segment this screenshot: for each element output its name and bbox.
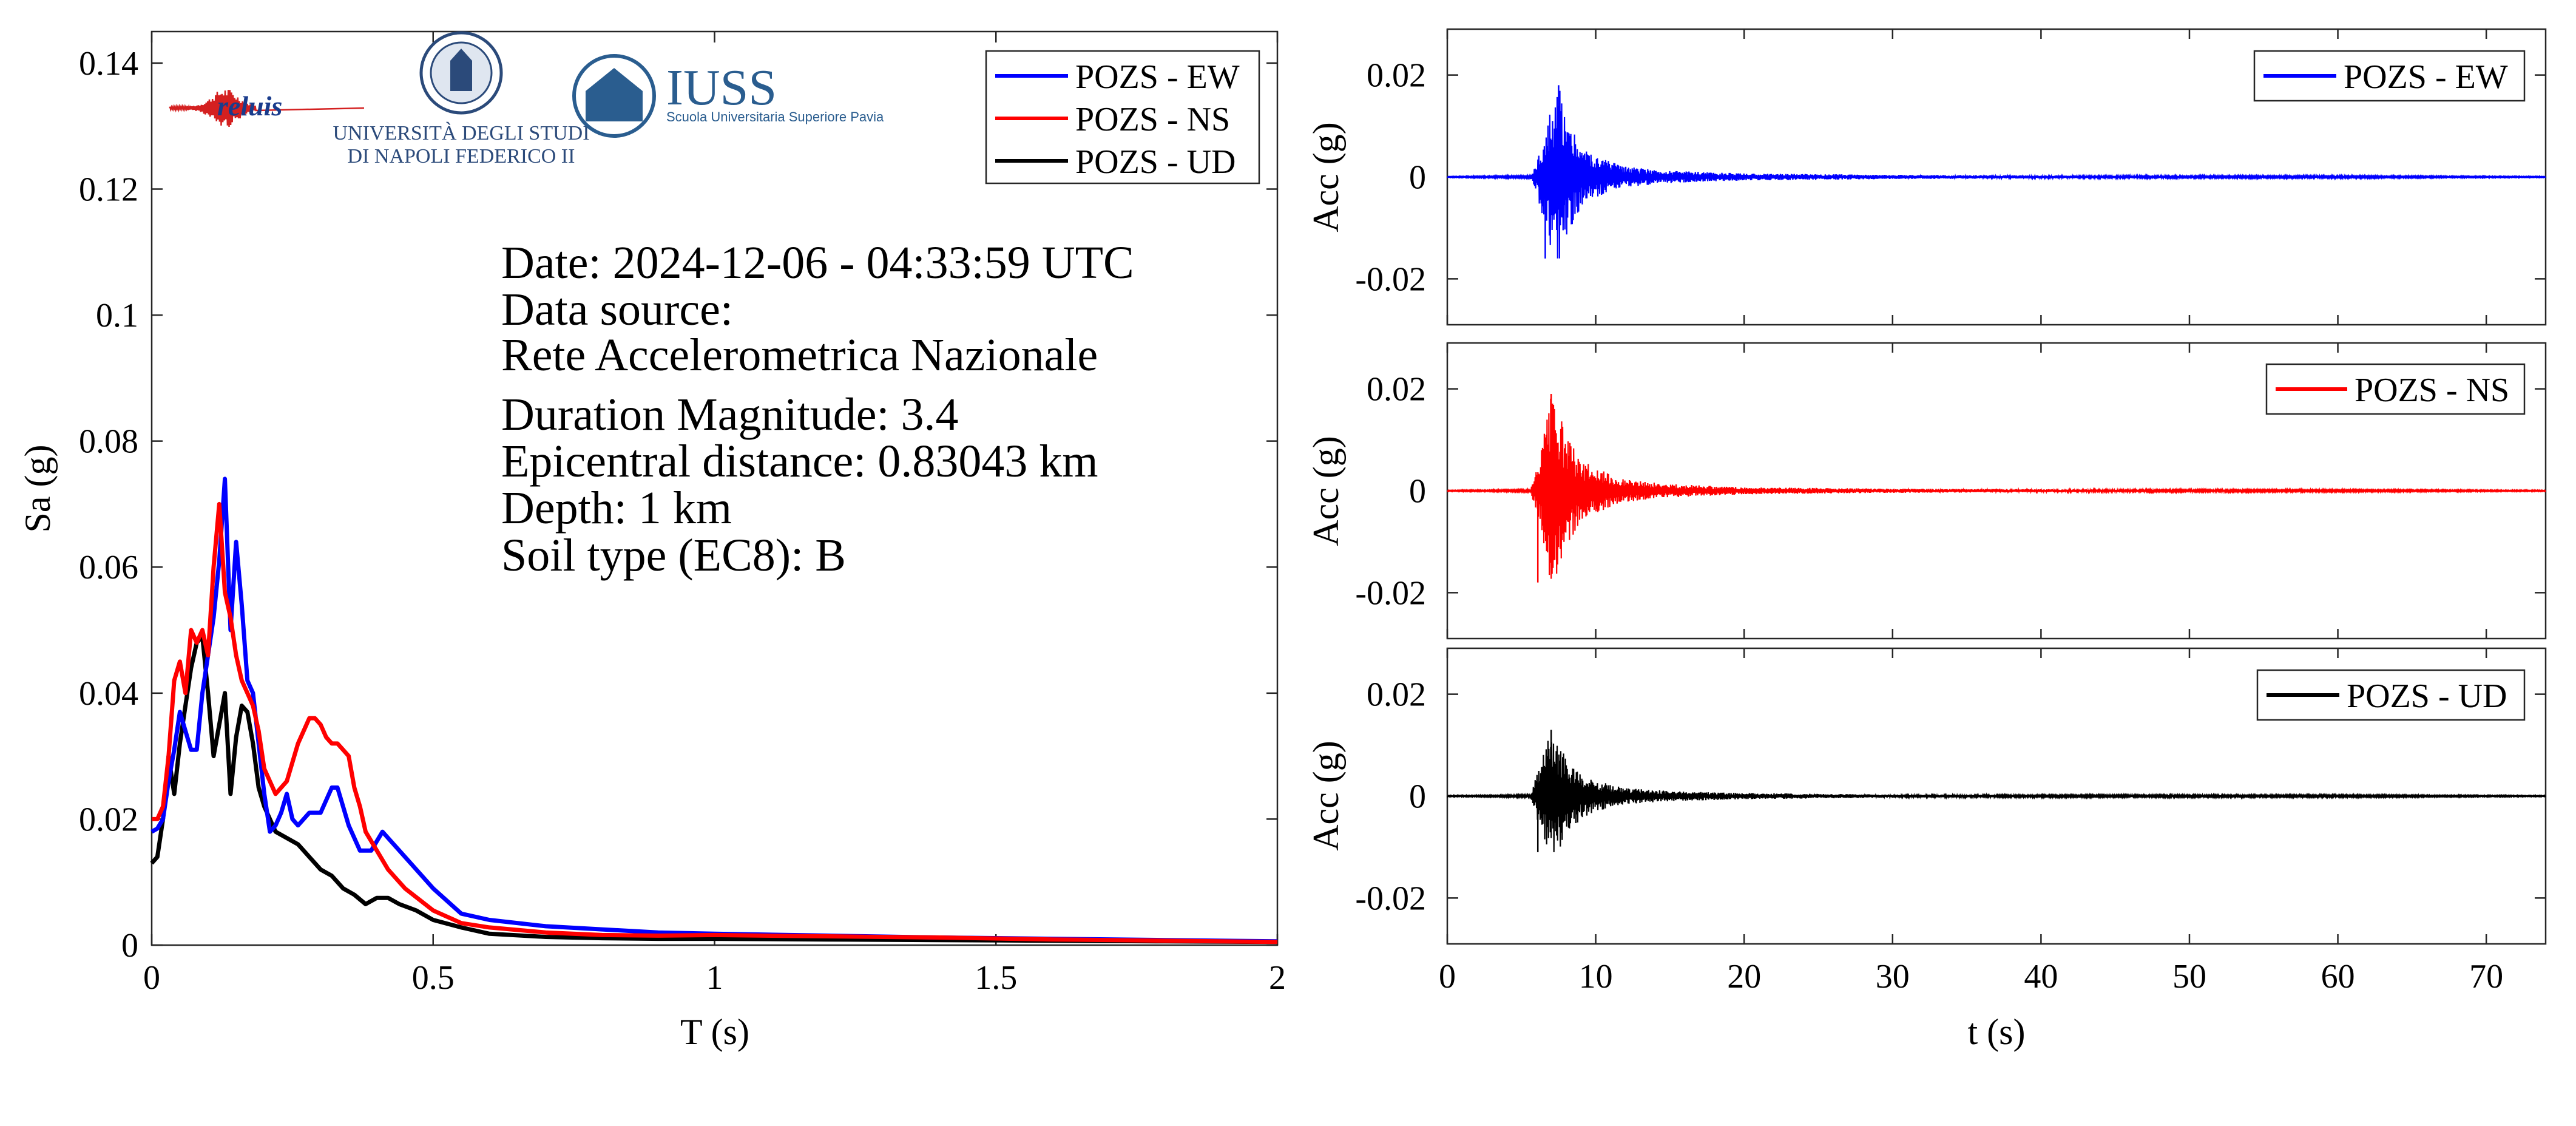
spectrum-y-axis-label: Sa (g) [18, 445, 58, 533]
acc-y-tick-label: 0 [1409, 159, 1426, 197]
spectrum-x-tick-label: 0 [143, 959, 160, 997]
spectrum-line-ud [150, 634, 1278, 945]
spectrum-lines [150, 477, 1278, 945]
acc-ns-trace [1447, 393, 2546, 583]
response-spectrum-panel: 0 0.5 1 1.5 2 0 0.02 0.04 0.06 0.08 0.1 0.12 0.14 re… [18, 30, 1286, 1052]
iuss-logo: IUSS Scuola Universitaria Superiore Pavi… [572, 54, 884, 138]
acceleration-panel-ud: -0.02 0 0.02 0 10 20 30 40 50 60 70 POZS - UD Acc … [1306, 647, 2547, 1052]
spectrum-y-tick-label: 0 [121, 927, 138, 965]
legend-label-ns: POZS - NS [1075, 101, 1230, 138]
acceleration-panel-ew: -0.02 0 0.02 POZS - EW Acc (g) [1306, 28, 2547, 326]
spectrum-y-tick-label: 0.04 [79, 675, 138, 713]
acc-x-tick-label: 70 [2469, 958, 2503, 995]
spectrum-y-tick-label: 0.12 [79, 171, 138, 208]
spectrum-x-tick-label: 1 [706, 959, 723, 997]
iuss-emblem-building [586, 68, 643, 121]
acc-y-tick-label: 0 [1409, 473, 1426, 510]
acc-trace-path [1447, 398, 2546, 579]
acc-y-tick-label: -0.02 [1355, 574, 1426, 612]
acc-ns-legend: POZS - NS [2265, 363, 2526, 415]
soil-type: Soil type (EC8): B [501, 530, 846, 581]
unina-line-2: DI NAPOLI FEDERICO II [348, 145, 575, 168]
spectrum-y-tick-label: 0.1 [96, 297, 138, 334]
acc-y-tick-label: 0.02 [1367, 57, 1426, 95]
unina-seal [419, 31, 503, 115]
iuss-subtitle: Scuola Universitaria Superiore Pavia [666, 109, 884, 124]
acc-ud-legend: POZS - UD [2256, 669, 2526, 721]
spectrum-y-tick-label: 0.08 [79, 423, 138, 461]
unina-logo: UNIVERSITÀ DEGLI STUDI DI NAPOLI FEDERIC… [333, 31, 590, 168]
acc-ew-legend: POZS - EW [2253, 50, 2526, 102]
acc-ud-legend-label: POZS - UD [2347, 677, 2507, 715]
reluis-wordmark: reluis [217, 90, 282, 121]
legend-label-ew: POZS - EW [1075, 58, 1240, 96]
legend-label-ud: POZS - UD [1075, 143, 1236, 181]
data-source-label: Data source: [501, 284, 733, 335]
acc-y-tick-label: 0.02 [1367, 371, 1426, 409]
event-info: Date: 2024-12-06 - 04:33:59 UTC Data sou… [501, 237, 1134, 581]
iuss-emblem [572, 54, 656, 138]
spectrum-legend: POZS - EW POZS - NS POZS - UD [985, 50, 1260, 185]
acc-ew-legend-box [2253, 50, 2526, 102]
acc-y-tick-label: 0.02 [1367, 676, 1426, 714]
depth: Depth: 1 km [501, 483, 732, 534]
spectrum-y-tick-label: 0.06 [79, 549, 138, 586]
acc-ud-trace [1447, 730, 2546, 852]
acc-trace-path [1447, 90, 2546, 259]
acc-trace-path [1447, 741, 2546, 852]
reluis-wave-mark [169, 90, 365, 127]
acc-ew-trace [1447, 85, 2546, 259]
acc-ud-y-axis-label: Acc (g) [1306, 741, 1346, 851]
iuss-title: IUSS [666, 59, 777, 116]
unina-seal-figure [450, 49, 472, 91]
spectrum-x-tick-label: 2 [1269, 959, 1286, 997]
spectrum-x-tick-label: 1.5 [975, 959, 1017, 997]
acc-x-tick-label: 40 [2024, 958, 2058, 995]
acc-x-tick-label: 0 [1439, 958, 1456, 995]
acc-x-tick-label: 20 [1727, 958, 1761, 995]
reluis-wave-path [169, 90, 365, 127]
spectrum-y-tick-label: 0.14 [79, 45, 138, 83]
acc-ud-ticks: -0.02 0 0.02 0 10 20 30 40 50 60 70 [1355, 648, 2546, 995]
acc-ns-ticks: -0.02 0 0.02 [1355, 343, 2546, 639]
acceleration-panel-ns: -0.02 0 0.02 POZS - NS Acc (g) [1306, 342, 2547, 640]
acc-y-tick-label: -0.02 [1355, 880, 1426, 917]
epicentral-distance: Epicentral distance: 0.83043 km [501, 436, 1098, 487]
spectrum-line-ew [150, 477, 1278, 944]
acc-ew-ticks: -0.02 0 0.02 [1355, 29, 2546, 325]
acc-ns-legend-label: POZS - NS [2355, 371, 2509, 409]
event-date: Date: 2024-12-06 - 04:33:59 UTC [501, 237, 1134, 288]
acc-x-tick-label: 50 [2172, 958, 2206, 995]
spectrum-x-tick-label: 0.5 [412, 959, 455, 997]
spectrum-y-tick-label: 0.02 [79, 801, 138, 838]
acc-x-tick-label: 30 [1876, 958, 1910, 995]
time-x-axis-label: t (s) [1968, 1012, 2026, 1052]
data-source-name: Rete Accelerometrica Nazionale [501, 330, 1098, 381]
spectrum-x-axis-label: T (s) [680, 1012, 749, 1052]
acc-ew-legend-label: POZS - EW [2344, 58, 2508, 96]
acc-y-tick-label: 0 [1409, 778, 1426, 816]
acc-y-tick-label: -0.02 [1355, 260, 1426, 298]
reluis-logo: reluis [169, 90, 365, 127]
duration-magnitude: Duration Magnitude: 3.4 [501, 389, 959, 440]
acc-ew-y-axis-label: Acc (g) [1306, 122, 1346, 232]
unina-line-1: UNIVERSITÀ DEGLI STUDI [333, 122, 589, 144]
acc-x-tick-label: 10 [1579, 958, 1613, 995]
spectrum-line-ns [152, 501, 1278, 945]
acc-ns-y-axis-label: Acc (g) [1306, 436, 1346, 546]
acc-x-tick-label: 60 [2321, 958, 2355, 995]
acceleration-panels: -0.02 0 0.02 POZS - EW Acc (g) -0.02 0 0.02 … [1306, 28, 2547, 1052]
